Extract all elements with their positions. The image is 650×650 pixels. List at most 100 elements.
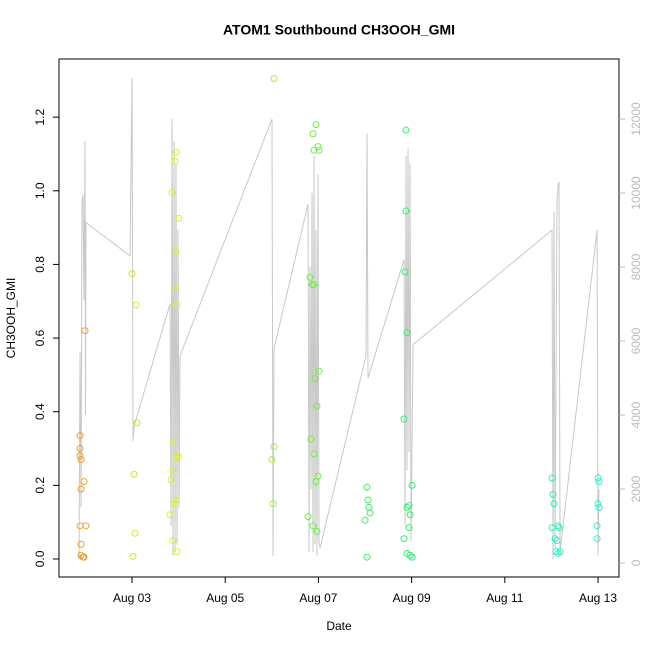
point xyxy=(304,513,312,521)
y-tick-label: 0.8 xyxy=(33,256,47,273)
y2-tick-label: 6000 xyxy=(629,327,643,354)
point xyxy=(315,367,323,375)
point xyxy=(77,485,85,493)
point xyxy=(169,467,177,475)
point xyxy=(168,189,176,197)
point xyxy=(82,522,90,530)
point xyxy=(81,327,89,335)
point xyxy=(307,435,315,443)
point xyxy=(173,548,181,556)
point xyxy=(406,511,414,519)
point xyxy=(77,540,85,548)
point xyxy=(314,143,322,151)
point xyxy=(306,273,314,281)
y2-tick-label: 8000 xyxy=(629,253,643,280)
plot-frame xyxy=(58,58,620,578)
point xyxy=(402,126,410,134)
y-tick-label: 0.4 xyxy=(33,403,47,420)
point xyxy=(550,500,558,508)
point xyxy=(170,500,178,508)
y2-tick-label: 10000 xyxy=(629,176,643,210)
point xyxy=(408,481,416,489)
x-tick-label: Aug 09 xyxy=(393,591,431,605)
point xyxy=(548,474,556,482)
y2-tick-label: 2000 xyxy=(629,475,643,502)
point xyxy=(309,130,317,138)
point xyxy=(548,524,556,532)
point xyxy=(76,452,84,460)
point xyxy=(364,496,372,504)
point xyxy=(595,478,603,486)
point xyxy=(312,121,320,129)
point xyxy=(553,537,561,545)
point xyxy=(80,478,88,486)
point xyxy=(80,553,88,561)
point xyxy=(311,375,319,383)
point xyxy=(172,454,180,462)
point xyxy=(313,402,321,410)
point xyxy=(174,452,182,460)
point xyxy=(172,248,180,256)
point xyxy=(171,157,179,165)
point xyxy=(406,551,414,559)
point xyxy=(170,284,178,292)
point xyxy=(402,207,410,215)
x-tick-label: Aug 13 xyxy=(579,591,617,605)
point xyxy=(593,522,601,530)
point xyxy=(594,500,602,508)
point xyxy=(76,432,84,440)
point xyxy=(555,524,563,532)
point xyxy=(77,456,85,464)
point xyxy=(166,511,174,519)
point xyxy=(549,491,557,499)
point xyxy=(551,535,559,543)
point xyxy=(129,552,137,560)
y-tick-label: 1.2 xyxy=(33,109,47,126)
y2-tick-label: 4000 xyxy=(629,401,643,428)
point xyxy=(131,529,139,537)
point xyxy=(128,270,136,278)
point xyxy=(313,527,321,535)
x-tick-label: Aug 03 xyxy=(113,591,151,605)
point xyxy=(401,268,409,276)
point xyxy=(310,450,318,458)
y2-tick-label: 0 xyxy=(629,559,643,566)
point xyxy=(169,439,177,447)
point xyxy=(175,214,183,222)
point xyxy=(76,445,84,453)
point xyxy=(405,524,413,532)
point xyxy=(132,301,140,309)
y2-tick-label: 12000 xyxy=(629,102,643,136)
x-tick-label: Aug 07 xyxy=(299,591,337,605)
y-axis-label: CH3OOH_GMI xyxy=(4,278,18,359)
point xyxy=(400,535,408,543)
point xyxy=(270,443,278,451)
point xyxy=(408,553,416,561)
y-tick-label: 0.0 xyxy=(33,550,47,567)
point xyxy=(172,496,180,504)
point xyxy=(309,522,317,530)
point xyxy=(270,75,278,83)
y-tick-label: 0.2 xyxy=(33,477,47,494)
point xyxy=(173,301,181,309)
point xyxy=(363,553,371,561)
y-tick-label: 1.0 xyxy=(33,182,47,199)
point xyxy=(594,474,602,482)
x-tick-label: Aug 11 xyxy=(486,591,523,605)
point xyxy=(403,503,411,511)
point xyxy=(133,419,141,427)
point xyxy=(593,535,601,543)
point xyxy=(366,509,374,517)
altitude-line xyxy=(78,78,600,560)
point xyxy=(315,146,323,154)
y-tick-label: 0.6 xyxy=(33,329,47,346)
point xyxy=(308,281,316,289)
point xyxy=(595,503,603,511)
point xyxy=(268,456,276,464)
point xyxy=(403,329,411,337)
point xyxy=(167,476,175,484)
point xyxy=(556,548,564,556)
